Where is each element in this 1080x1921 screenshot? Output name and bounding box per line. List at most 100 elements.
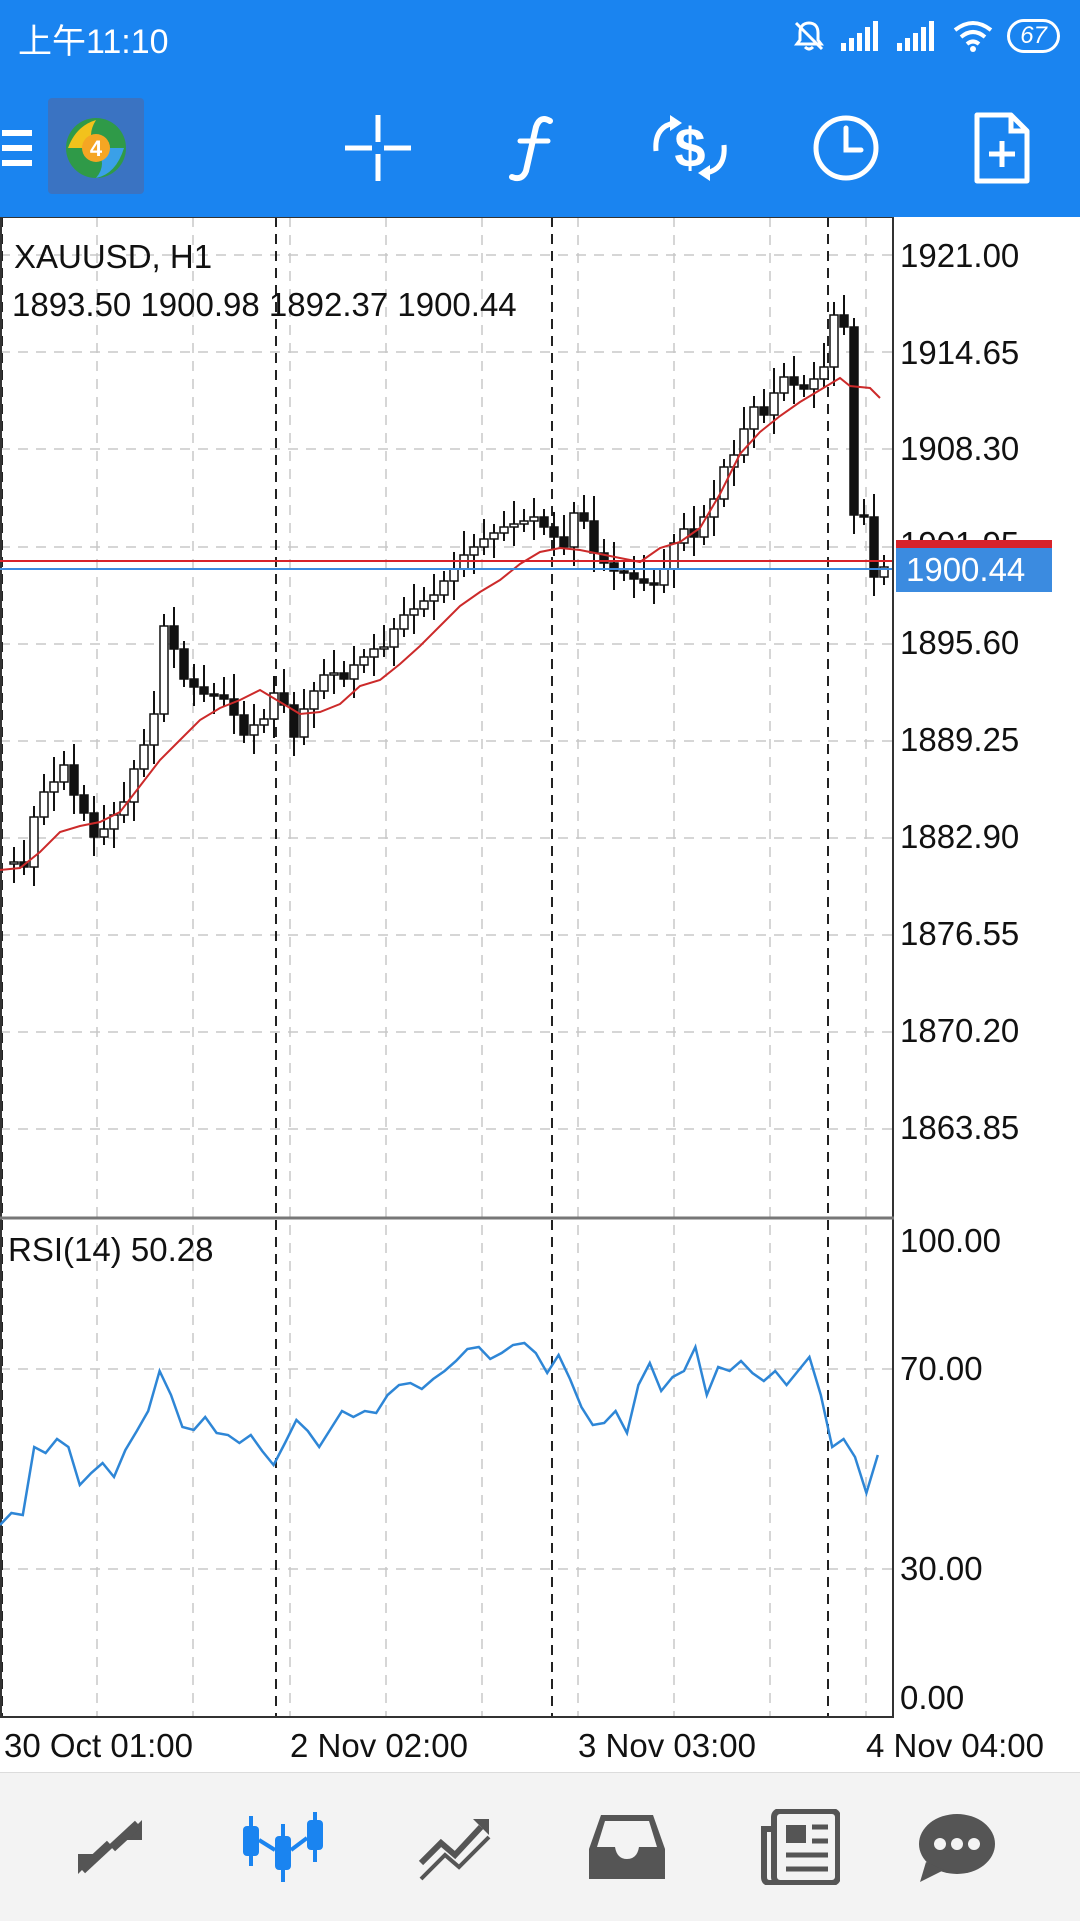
time-label: 3 Nov 03:00 xyxy=(578,1727,756,1764)
candle-body xyxy=(829,314,839,368)
candle-body xyxy=(349,664,359,680)
rsi-title: RSI(14) 50.28 xyxy=(8,1231,213,1268)
messages-icon[interactable] xyxy=(912,1807,1002,1887)
candle-body xyxy=(499,526,509,534)
price-label: 1882.90 xyxy=(900,818,1019,855)
candle-body xyxy=(549,526,559,538)
candle-body xyxy=(569,512,579,548)
candle-body xyxy=(399,614,409,630)
history-icon[interactable] xyxy=(582,1807,672,1887)
candle-body xyxy=(309,690,319,710)
candle-body xyxy=(799,384,809,390)
candle-body xyxy=(869,516,879,578)
candle-body xyxy=(879,566,889,578)
rsi-level: 30.00 xyxy=(900,1550,983,1587)
candle-body xyxy=(629,572,639,580)
candle-body xyxy=(519,520,529,525)
candle-body xyxy=(859,514,869,518)
candle-body xyxy=(149,713,159,746)
new-order-icon[interactable] xyxy=(960,106,1044,190)
candle-body xyxy=(539,516,549,528)
symbol-label: XAUUSD, H1 xyxy=(14,238,212,275)
candle-body xyxy=(319,674,329,692)
candle-body xyxy=(579,512,589,522)
candle-body xyxy=(839,314,849,328)
candle-body xyxy=(649,582,659,586)
candle-body xyxy=(129,768,139,803)
candle-body xyxy=(179,648,189,680)
candle-body xyxy=(289,704,299,738)
trade-icon[interactable] xyxy=(410,1807,500,1887)
trade-icon[interactable]: $ xyxy=(648,106,732,190)
price-label: 1889.25 xyxy=(900,721,1019,758)
price-label: 1876.55 xyxy=(900,915,1019,952)
svg-text:$: $ xyxy=(674,116,705,179)
price-label: 1908.30 xyxy=(900,430,1019,467)
time-label: 2 Nov 02:00 xyxy=(290,1727,468,1764)
candle-body xyxy=(609,562,619,572)
metatrader-4-logo[interactable]: 4 xyxy=(48,98,144,194)
candle-body xyxy=(409,608,419,616)
candle-body xyxy=(89,812,99,838)
candle-body xyxy=(509,523,519,528)
candle-body xyxy=(739,428,749,456)
quotes-icon[interactable] xyxy=(65,1807,155,1887)
hamburger-icon[interactable] xyxy=(0,106,34,190)
candle-body xyxy=(99,828,109,838)
candle-body xyxy=(779,376,789,394)
candle-body xyxy=(219,694,229,700)
candle-body xyxy=(259,718,269,726)
toolbar: 4 $ xyxy=(0,72,1080,217)
price-chart[interactable]: 1921.00 1914.65 1908.30 1901.95 1895.60 … xyxy=(0,216,1080,1767)
wifi-icon xyxy=(954,21,993,52)
candle-body xyxy=(719,466,729,500)
rsi-level: 0.00 xyxy=(900,1679,964,1716)
candle-body xyxy=(639,578,649,584)
price-label: 1921.00 xyxy=(900,237,1019,274)
candle-body xyxy=(589,520,599,554)
chart-area[interactable]: 1921.00 1914.65 1908.30 1901.95 1895.60 … xyxy=(0,216,1080,1767)
candle-body xyxy=(159,625,169,715)
news-icon[interactable] xyxy=(755,1807,845,1887)
candle-body xyxy=(619,570,629,574)
candle-body xyxy=(329,672,339,676)
candle-body xyxy=(209,693,219,697)
bottom-nav xyxy=(0,1772,1080,1921)
signal-icon xyxy=(897,21,935,51)
candle-body xyxy=(69,764,79,796)
price-label: 1895.60 xyxy=(900,624,1019,661)
candle-body xyxy=(169,625,179,650)
candlestick-series xyxy=(9,295,889,886)
indicators-icon[interactable] xyxy=(492,106,576,190)
candle-body xyxy=(119,801,129,816)
time-label: 4 Nov 04:00 xyxy=(866,1727,1044,1764)
price-label: 1870.20 xyxy=(900,1012,1019,1049)
timeframe-icon[interactable] xyxy=(804,106,888,190)
battery-icon: 67 xyxy=(1007,19,1060,53)
candle-body xyxy=(659,568,669,586)
candle-body xyxy=(789,376,799,386)
candle-body xyxy=(79,794,89,814)
candle-body xyxy=(229,698,239,716)
candle-body xyxy=(39,791,49,818)
candle-body xyxy=(29,816,39,868)
candle-body xyxy=(599,552,609,564)
rsi-level: 100.00 xyxy=(900,1222,1001,1259)
status-icons: 67 xyxy=(791,14,1060,58)
price-label: 1914.65 xyxy=(900,334,1019,371)
candle-body xyxy=(669,542,679,570)
status-time: 上午11:10 xyxy=(18,23,169,61)
candle-body xyxy=(249,724,259,736)
crosshair-icon[interactable] xyxy=(336,106,420,190)
candle-body xyxy=(749,406,759,430)
price-label: 1863.85 xyxy=(900,1109,1019,1146)
candle-body xyxy=(199,686,209,695)
candle-body xyxy=(439,580,449,596)
chart-icon[interactable] xyxy=(238,1807,328,1887)
candle-body xyxy=(849,326,859,516)
rsi-level: 70.00 xyxy=(900,1350,983,1387)
candle-body xyxy=(239,714,249,736)
candle-body xyxy=(819,366,829,380)
candle-body xyxy=(709,498,719,518)
rsi-line xyxy=(0,1341,879,1526)
